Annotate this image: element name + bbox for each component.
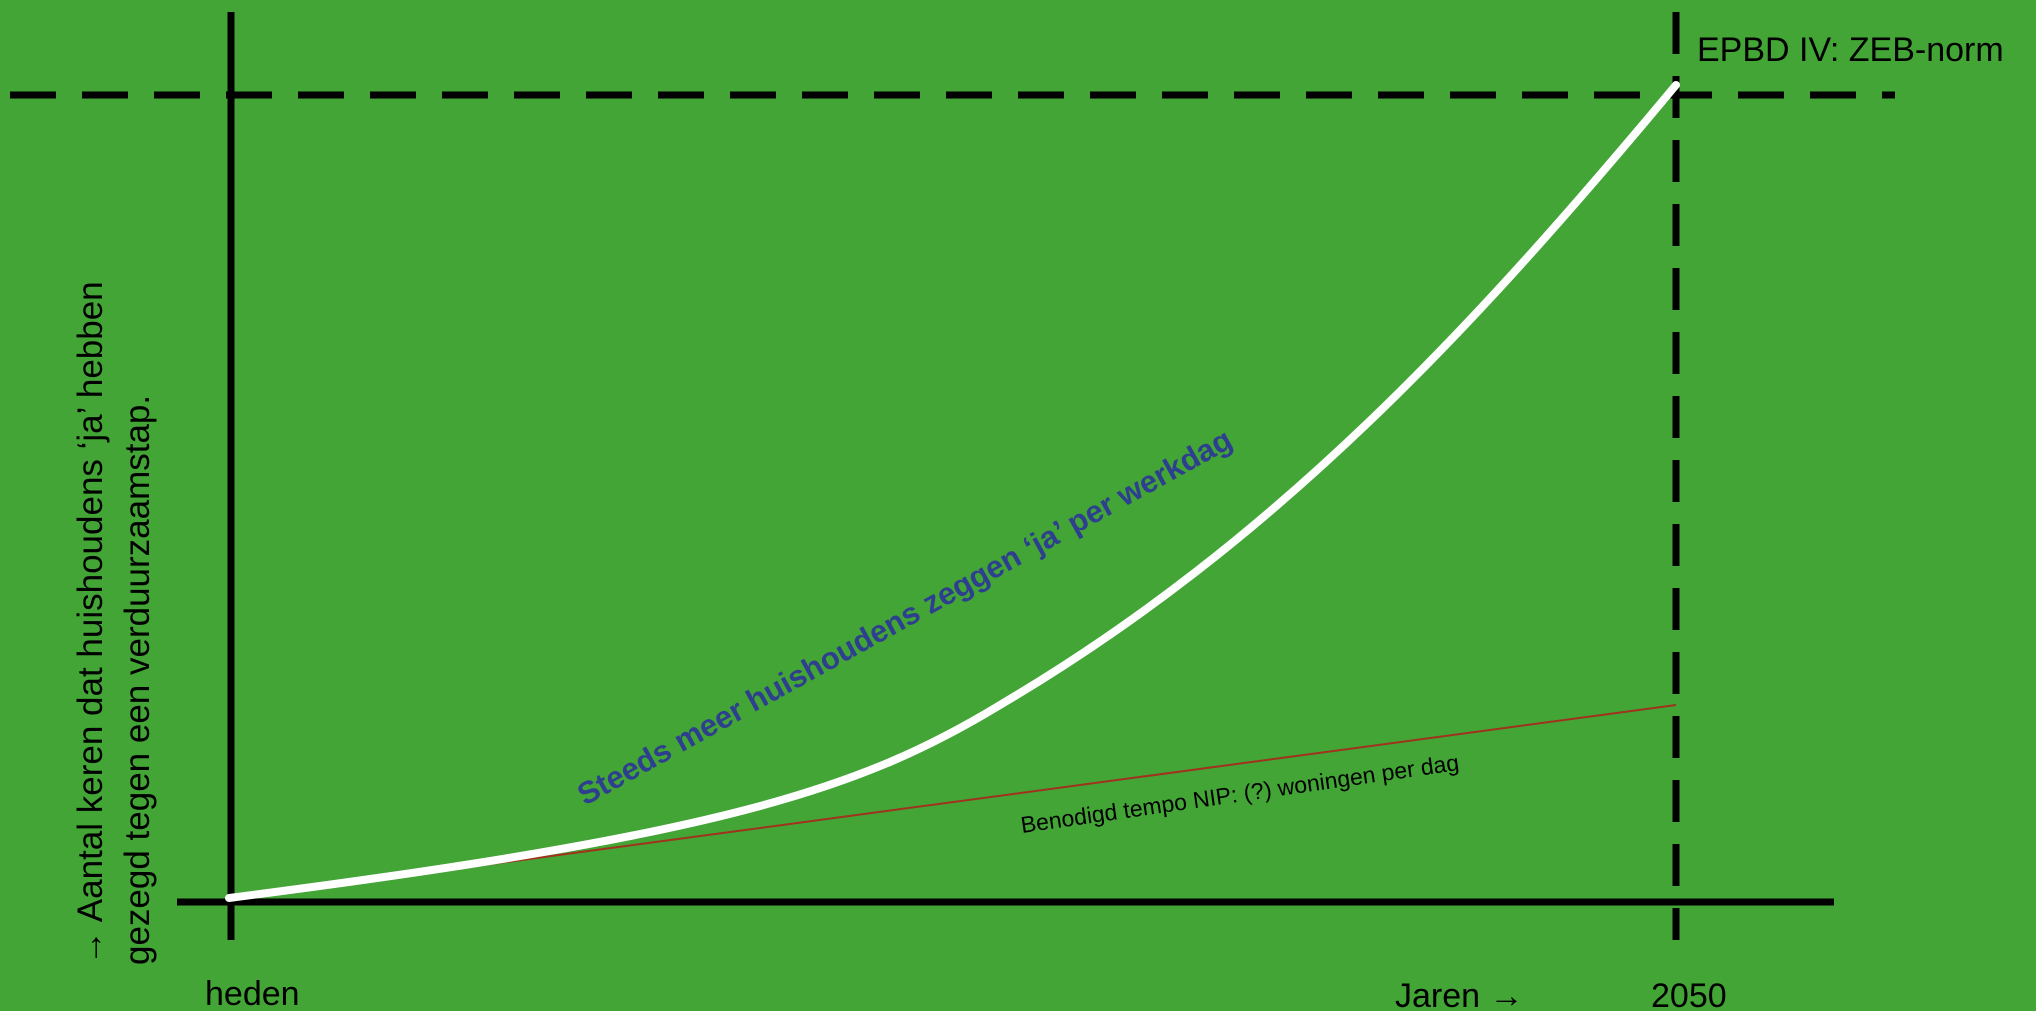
target-norm-label: EPBD IV: ZEB-norm: [1697, 31, 2004, 69]
x-end-label: 2050: [1651, 977, 1727, 1011]
x-axis-label: Jaren →: [1395, 977, 1524, 1011]
y-axis-label-line1: → Aantal keren dat huishoudens ‘ja’ hebb…: [71, 281, 110, 965]
main-growth-curve: [225, 81, 1680, 902]
x-start-label: heden: [205, 975, 300, 1011]
y-axis-label-line2: gezegd tegen een verduurzaamstap.: [118, 395, 157, 965]
